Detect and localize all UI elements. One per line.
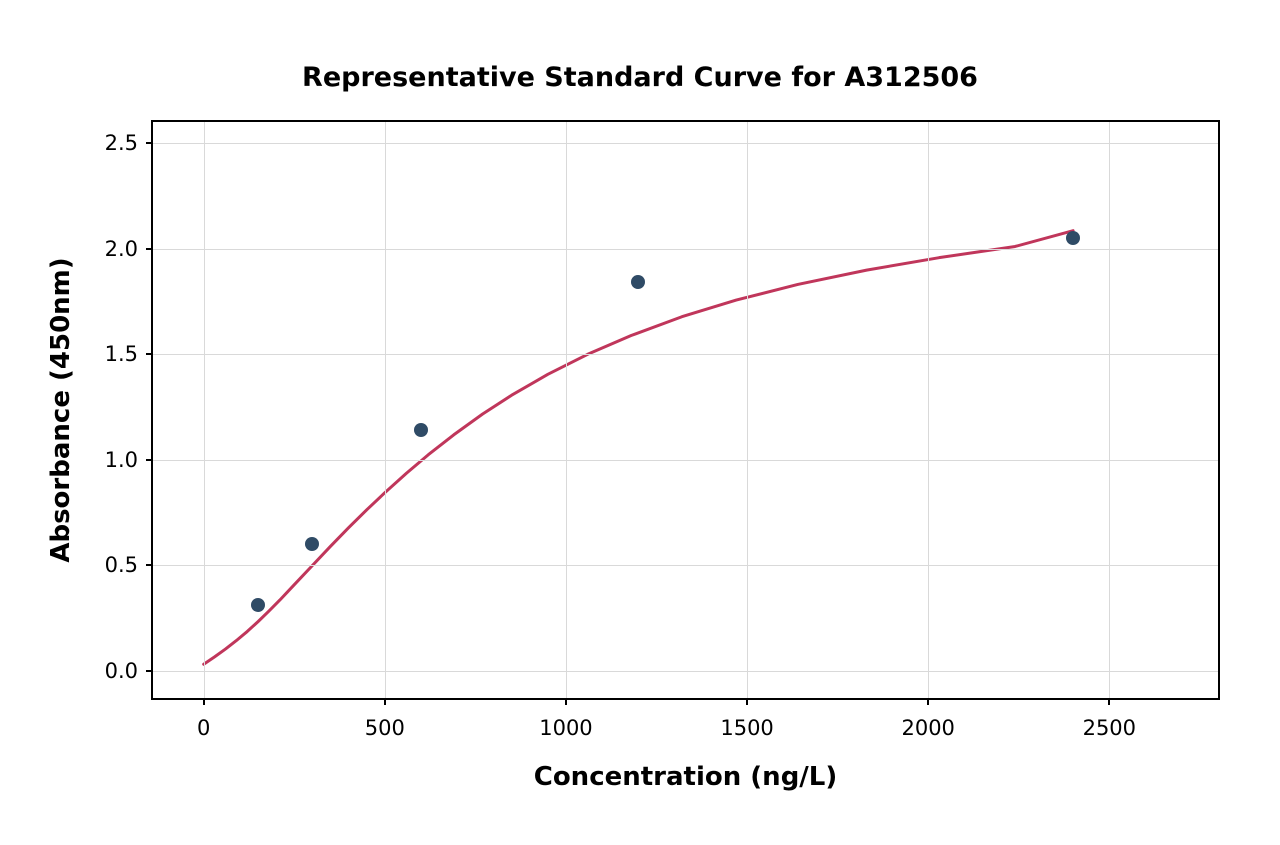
ytick-label: 0.5	[105, 553, 138, 577]
data-point	[305, 537, 319, 551]
gridline-h	[153, 354, 1218, 355]
gridline-h	[153, 565, 1218, 566]
data-point	[251, 598, 265, 612]
ytick-label: 1.0	[105, 448, 138, 472]
xtick-mark	[565, 698, 567, 705]
gridline-v	[385, 122, 386, 698]
xtick-mark	[384, 698, 386, 705]
xtick-label: 0	[197, 716, 210, 740]
gridline-h	[153, 249, 1218, 250]
gridline-h	[153, 460, 1218, 461]
ytick-label: 2.0	[105, 237, 138, 261]
xtick-mark	[203, 698, 205, 705]
ytick-mark	[146, 142, 153, 144]
gridline-v	[928, 122, 929, 698]
xtick-label: 1500	[720, 716, 773, 740]
data-point	[1066, 231, 1080, 245]
ytick-label: 1.5	[105, 342, 138, 366]
gridline-v	[204, 122, 205, 698]
xtick-mark	[1108, 698, 1110, 705]
ytick-label: 2.5	[105, 131, 138, 155]
ytick-mark	[146, 353, 153, 355]
ytick-mark	[146, 564, 153, 566]
x-axis-label: Concentration (ng/L)	[151, 762, 1220, 792]
xtick-mark	[746, 698, 748, 705]
gridline-h	[153, 143, 1218, 144]
xtick-mark	[927, 698, 929, 705]
fit-curve	[153, 122, 1218, 698]
xtick-label: 2500	[1083, 716, 1136, 740]
y-axis-label: Absorbance (450nm)	[46, 120, 72, 700]
plot-area	[151, 120, 1220, 700]
ytick-mark	[146, 248, 153, 250]
gridline-v	[566, 122, 567, 698]
xtick-label: 2000	[901, 716, 954, 740]
data-point	[631, 275, 645, 289]
ytick-mark	[146, 459, 153, 461]
gridline-h	[153, 671, 1218, 672]
gridline-v	[747, 122, 748, 698]
ytick-label: 0.0	[105, 659, 138, 683]
xtick-label: 1000	[539, 716, 592, 740]
data-point	[414, 423, 428, 437]
ytick-mark	[146, 670, 153, 672]
curve-path	[204, 231, 1073, 665]
xtick-label: 500	[365, 716, 405, 740]
chart-title: Representative Standard Curve for A31250…	[0, 62, 1280, 93]
gridline-v	[1109, 122, 1110, 698]
